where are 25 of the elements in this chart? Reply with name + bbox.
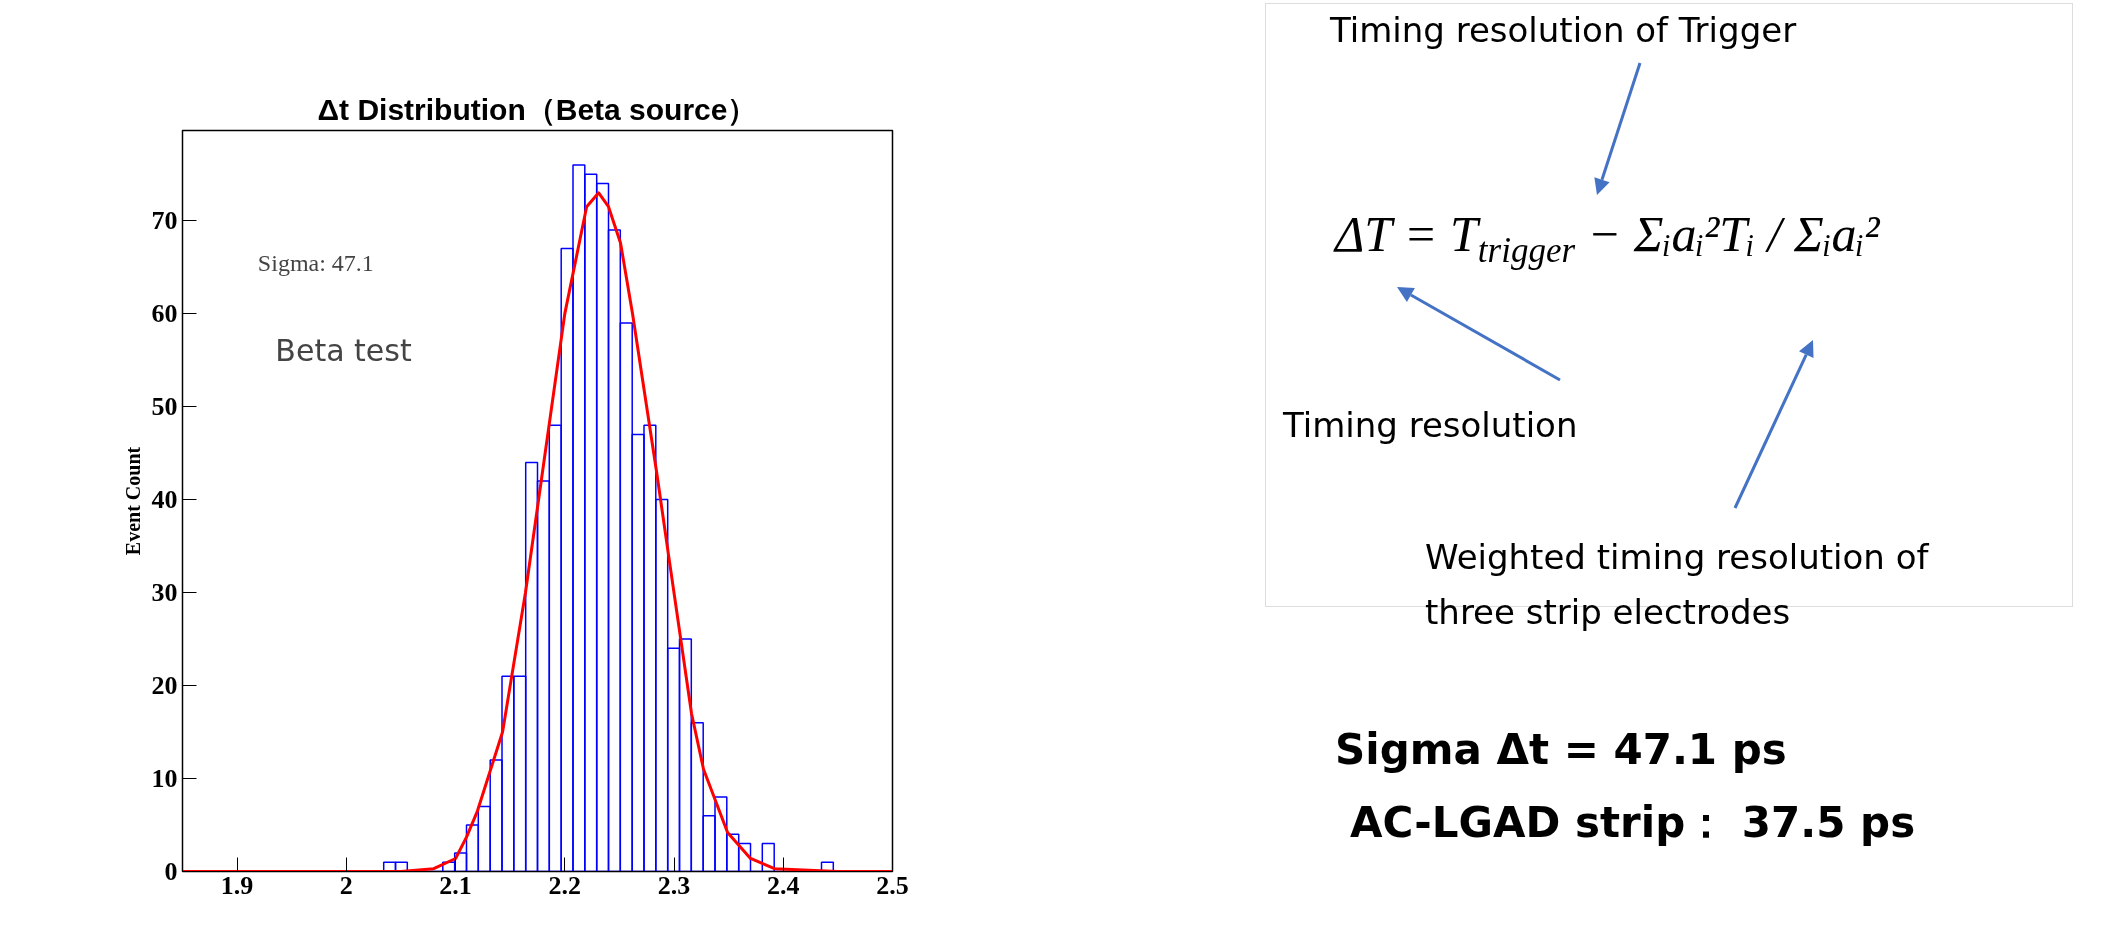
chart-title: Δt Distribution（Beta source） — [317, 92, 758, 126]
y-tick-label: 20 — [151, 671, 178, 701]
y-tick-label: 70 — [151, 206, 178, 236]
text: AC-LGAD strip： 37.5 ps — [1350, 797, 1917, 849]
x-tick-label: 1.9 — [220, 870, 254, 900]
y-tick-label: 50 — [151, 392, 178, 422]
x-tick-label: 2.2 — [548, 870, 582, 900]
text: Timing resolution — [1283, 405, 1579, 445]
y-axis-title: Event Count — [121, 446, 144, 556]
y-tick-label: 40 — [151, 485, 178, 515]
text: Sigma Δt = 47.1 ps — [1335, 725, 1788, 774]
text: Weighted timing resolution of three strip electrodes — [1425, 536, 1930, 634]
y-tick-label: 0 — [164, 857, 178, 886]
y-tick-label: 10 — [151, 764, 178, 794]
x-tick-label: 2.3 — [657, 870, 691, 900]
annotation: Sigma: 47.1 — [257, 250, 374, 277]
x-tick-label: 2.5 — [876, 870, 909, 900]
x-tick-label: 2.4 — [767, 870, 800, 900]
y-tick-label: 60 — [151, 299, 178, 329]
x-tick-label: 2 — [339, 870, 353, 900]
text: ΔT = T$_{trigger}$ − Σᵢaᵢ²Tᵢ / Σᵢaᵢ² — [1335, 205, 1881, 271]
annotation: Beta test — [275, 333, 412, 369]
x-tick-label: 2.1 — [439, 870, 472, 900]
text: Timing resolution of Trigger — [1330, 10, 1798, 50]
y-tick-label: 30 — [151, 578, 178, 608]
